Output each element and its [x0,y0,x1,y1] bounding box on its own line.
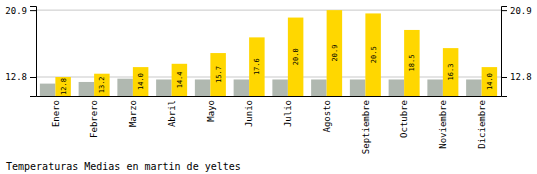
tick: 12.8 [5,72,36,82]
data-label: 20.9 [331,45,339,62]
y-axis-right: 12.8 20.9 [501,6,532,97]
tick-label: 12.8 [510,72,532,82]
tick-label: Diciembre [477,100,487,149]
data-label: 14.0 [486,73,494,90]
bar [234,79,250,96]
tick-mark [501,77,507,78]
tick: Abril [167,100,177,127]
tick: 20.9 [501,6,532,16]
axis-line [37,96,502,97]
bar [482,67,498,96]
bar [327,10,343,96]
bar [133,67,149,96]
bar [172,64,188,96]
tick-label: Junio [244,100,254,127]
bar [55,77,71,96]
tick-label: Noviembre [438,100,448,149]
bar [311,79,327,96]
tick: Febrero [89,100,99,138]
data-label: 20.5 [370,46,378,63]
title: Temperaturas Medias en martin de yeltes [6,161,241,172]
bar [249,37,265,96]
bar [350,79,366,96]
plot: 12.8 13.2 14.0 14.4 15.7 17.6 20.0 20.9 20.5 18.5… [5,6,531,155]
bar [466,79,482,96]
data-label: 16.3 [447,64,455,81]
tick: Noviembre [438,100,448,149]
tick-label: Octubre [399,100,409,138]
data-labels: 12.8 13.2 14.0 14.4 15.7 17.6 20.0 20.9 20.5 18.5… [60,45,494,95]
tick-mark [30,10,36,11]
grid [36,10,501,77]
tick: Mayo [206,100,216,122]
chart: 12.8 13.2 14.0 14.4 15.7 17.6 20.0 20.9 20.5 18.5… [0,0,537,174]
bar [195,79,211,96]
tick-label: Marzo [128,100,138,127]
tick-label: Agosto [322,100,332,133]
bar [443,48,459,96]
bar [79,82,95,96]
tick-label: Febrero [89,100,99,138]
tick-label: Septiembre [361,100,371,154]
tick: Julio [283,100,293,127]
bar [210,53,226,96]
data-label: 14.4 [176,71,184,88]
tick: Enero [51,100,61,127]
bar [117,79,133,96]
tick-mark [501,10,507,11]
tick-label: Abril [167,100,177,127]
tick-label: Julio [283,100,293,127]
data-label: 13.2 [98,76,106,93]
tick-mark [30,77,36,78]
bar [404,30,420,96]
tick: Diciembre [477,100,487,149]
tick: 12.8 [501,72,532,82]
bar [156,79,172,96]
tick-label: 20.9 [5,6,27,16]
tick: Agosto [322,100,332,133]
data-label: 14.0 [137,73,145,90]
bar [427,79,443,96]
y-axis: 12.8 20.9 [5,6,36,97]
grid-line [36,10,501,11]
data-label: 17.6 [253,58,261,75]
tick: Junio [244,100,254,127]
tick: 20.9 [5,6,36,16]
bar [40,84,56,96]
tick: Septiembre [361,100,371,154]
bar [272,79,288,96]
tick-label: 20.9 [510,6,532,16]
data-label: 15.7 [215,66,223,83]
tick-label: Mayo [206,100,216,122]
tick-label: Enero [51,100,61,127]
tick: Octubre [399,100,409,138]
bar [365,13,381,96]
bar [389,79,405,96]
bars [40,10,497,96]
axis-line [502,7,508,97]
data-label: 12.8 [60,78,68,95]
axis-line [30,7,37,97]
tick-label: 12.8 [5,72,27,82]
bar [288,18,304,96]
bar [94,74,110,96]
data-label: 18.5 [408,55,416,72]
tick: Marzo [128,100,138,127]
x-axis: Enero Febrero Marzo Abril Mayo Junio Julio Agos… [37,97,502,155]
data-label: 20.0 [292,48,300,65]
